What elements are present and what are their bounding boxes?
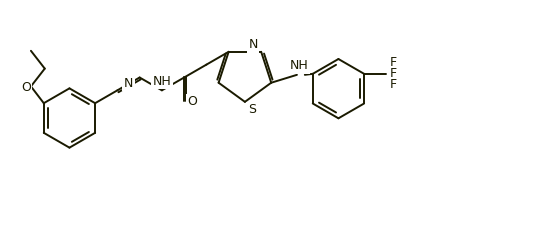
Text: NH: NH [153,75,171,88]
Text: F: F [390,67,397,80]
Text: NH: NH [290,59,308,73]
Text: O: O [21,81,31,94]
Text: O: O [187,95,197,108]
Text: N: N [249,38,258,51]
Text: F: F [390,56,397,69]
Text: N: N [124,77,133,90]
Text: F: F [390,78,397,91]
Text: S: S [248,103,256,116]
